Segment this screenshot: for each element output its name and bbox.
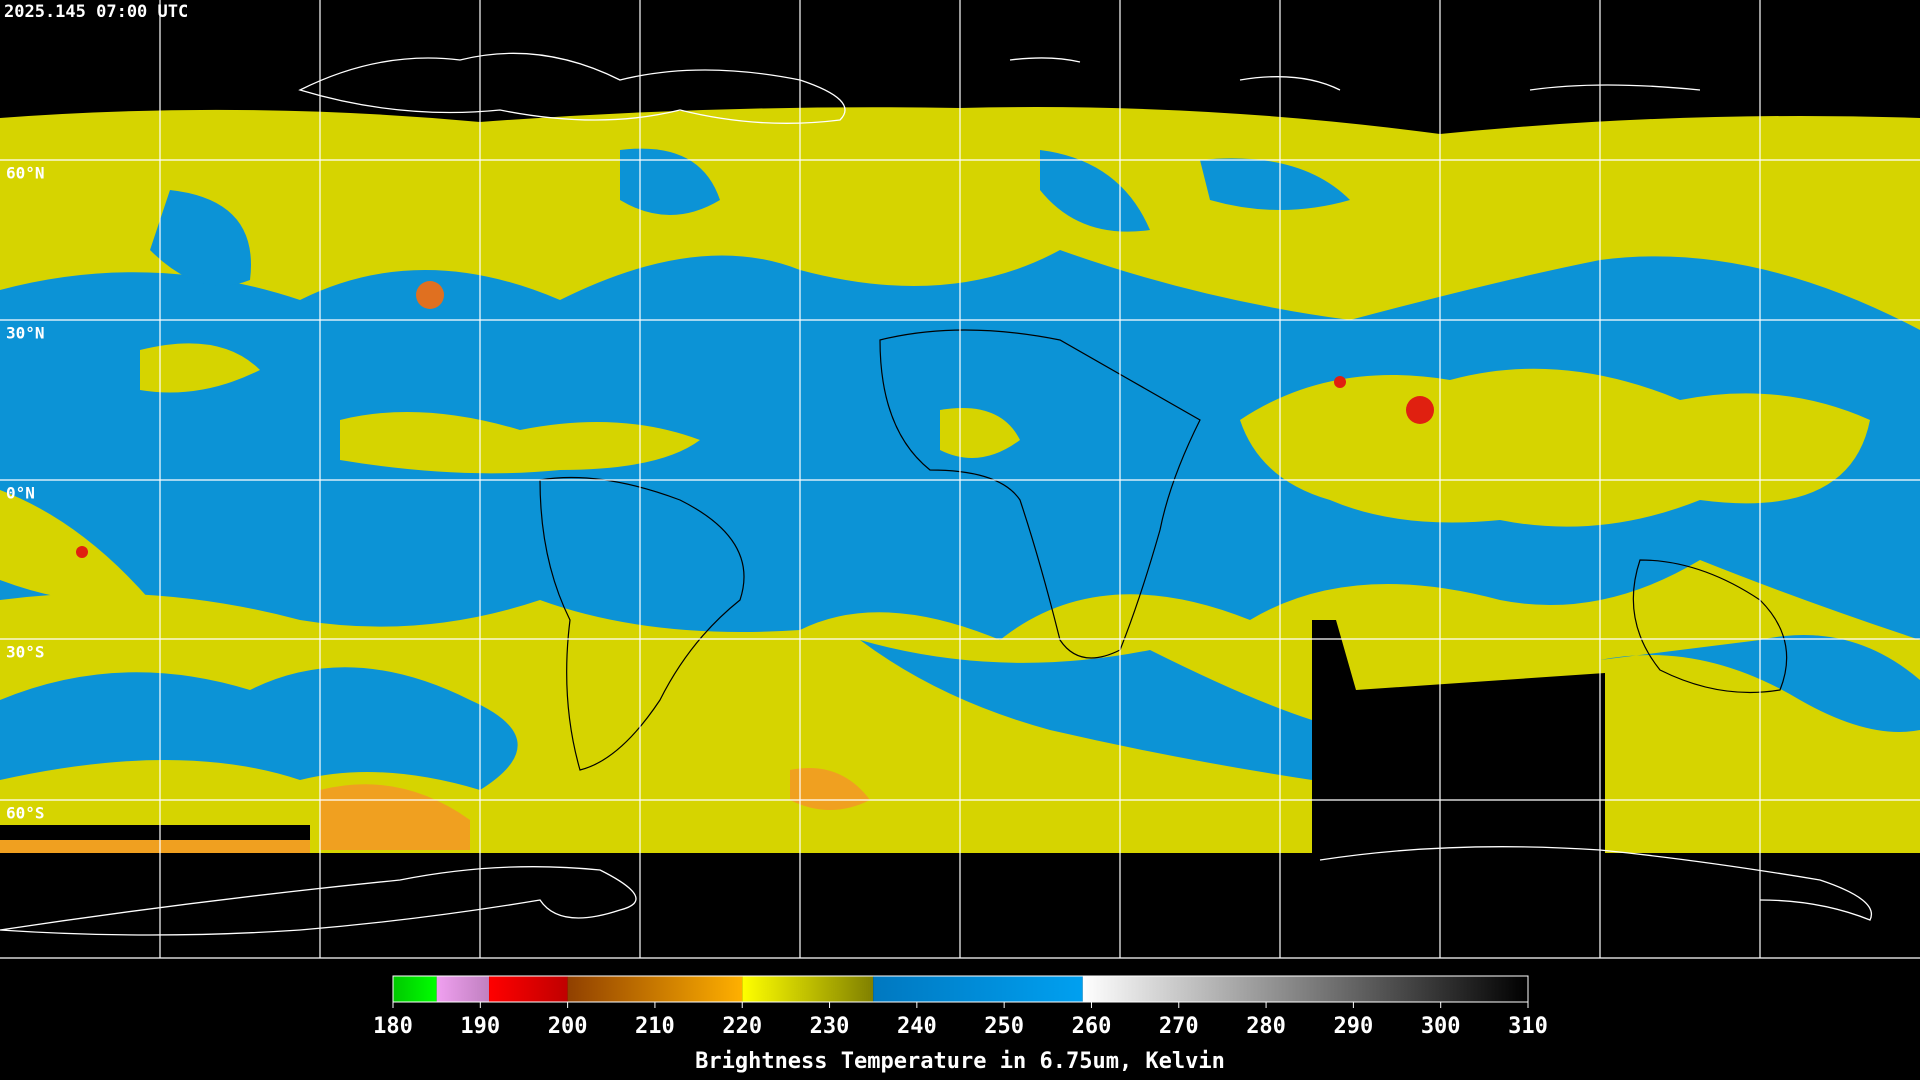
lat-label: 30°S [6,643,45,662]
coastline [0,866,637,936]
colorbar-frame [392,975,1529,1003]
colorbar-tick-label: 180 [373,1014,413,1039]
cold-region [416,281,444,309]
moist-region [340,412,700,474]
cold-region [1406,396,1434,424]
lat-label: 0°N [6,484,35,503]
dry-region [150,190,251,286]
dry-region [620,148,720,215]
colorbar-tick-label: 280 [1246,1014,1286,1039]
title: 2025.145 07:00 UTC [4,2,188,22]
colorbar-tick-label: 250 [984,1014,1024,1039]
colorbar-tick-label: 190 [460,1014,500,1039]
coastline [1319,846,1873,921]
coastlines [0,52,1873,936]
colorbar-segment [567,976,743,1002]
colorbar-segment [393,976,437,1002]
dry-region [1600,635,1920,732]
colorbar-segment [1082,976,1528,1002]
cold-region [76,546,88,558]
colorbar-segment [489,976,568,1002]
colorbar-tick-label: 200 [548,1014,588,1039]
dry-region [1200,158,1350,210]
coastline [879,329,1201,659]
graticule [0,0,1920,959]
colorbar-segment [873,976,1083,1002]
lat-label: 60°N [6,164,45,183]
colorbar-tick-label: 210 [635,1014,675,1039]
coastline [1632,559,1788,694]
dry-region [0,667,518,790]
colorbar-tick-label: 270 [1159,1014,1199,1039]
colorbar-tick-label: 220 [722,1014,762,1039]
colorbar: 180 190 200 210 220 230 240 250 260 270 280 290 300 3… [373,975,1548,1039]
colorbar-segment [742,976,874,1002]
colorbar-label: Brightness Temperature in 6.75um, Kelvin [695,1049,1225,1074]
moist-region [140,343,260,393]
colorbar-tick-label: 230 [810,1014,850,1039]
colorbar-segment [436,976,490,1002]
lat-label: 30°N [6,324,45,343]
moist-region [1240,368,1870,527]
colorbar-tick-label: 260 [1072,1014,1112,1039]
coastline [1009,57,1701,91]
cold-region [1334,376,1346,388]
colorbar-tick-label: 310 [1508,1014,1548,1039]
cold-region [0,840,310,853]
moist-region [0,490,150,603]
cold-region [320,784,470,850]
dry-region [860,640,1312,780]
colorbar-tick-label: 300 [1421,1014,1461,1039]
coastline [298,52,846,124]
dry-region [1040,150,1150,232]
latitude-labels: 60°N 30°N 0°N 30°S 60°S [6,164,45,823]
lat-label: 60°S [6,804,45,823]
colorbar-tick-label: 240 [897,1014,937,1039]
coastline [539,476,745,771]
colorbar-tick-label: 290 [1334,1014,1374,1039]
no-data [1312,620,1605,853]
